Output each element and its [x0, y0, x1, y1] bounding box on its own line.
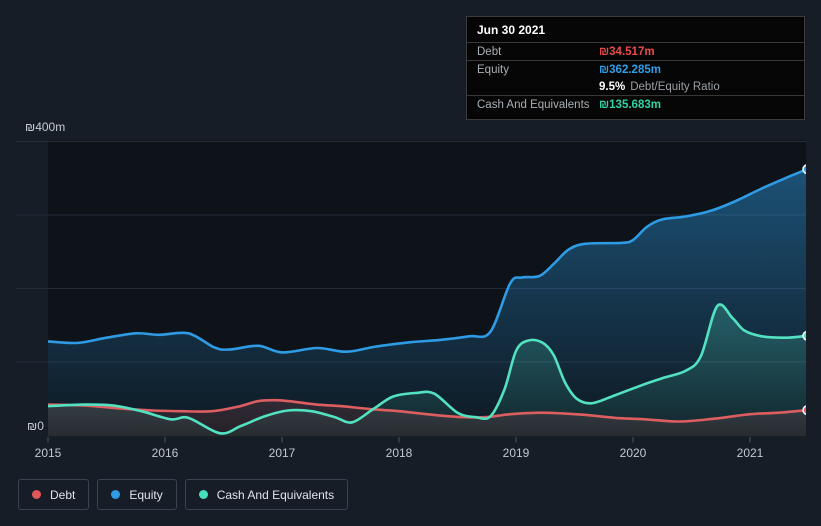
tooltip-ratio-value: 9.5%: [599, 80, 626, 93]
x-axis-label-2019: 2019: [502, 446, 530, 460]
debt-legend-dot-icon: [32, 490, 41, 499]
tooltip-ratio-label: Debt/Equity Ratio: [630, 80, 720, 93]
tooltip-equity-value: ₪362.285m: [599, 63, 661, 76]
cash-and-equivalents-area: [48, 304, 806, 437]
legend-label: Equity: [129, 487, 163, 502]
debt-endpoint-dot[interactable]: [802, 405, 812, 416]
equity-endpoint-dot[interactable]: [802, 164, 812, 175]
tooltip-cash-label: Cash And Equivalents: [477, 98, 590, 111]
tooltip-row-cash: Cash And Equivalents ₪135.683m: [467, 96, 804, 113]
legend-item-cash-and-equivalents[interactable]: Cash And Equivalents: [184, 479, 349, 510]
tooltip-date: Jun 30 2021: [467, 17, 804, 43]
chart-canvas[interactable]: [0, 0, 821, 470]
cash-and-equivalents-line[interactable]: [48, 303, 807, 435]
tooltip-row-ratio: 9.5% Debt/Equity Ratio: [467, 78, 804, 96]
tooltip-row-equity: Equity ₪362.285m: [467, 61, 804, 78]
tooltip-ratio: 9.5% Debt/Equity Ratio: [599, 81, 720, 93]
y-axis-label-max: ₪400m: [25, 120, 66, 134]
x-axis-label-2015: 2015: [34, 446, 62, 460]
x-axis-label-2016: 2016: [151, 446, 179, 460]
tooltip-debt-value: ₪34.517m: [599, 45, 655, 58]
legend: Debt Equity Cash And Equivalents: [18, 479, 349, 510]
cash-and-equivalents-legend-dot-icon: [198, 490, 208, 499]
x-axis-label-2017: 2017: [268, 446, 296, 460]
tooltip: Jun 30 2021 Debt ₪34.517m Equity ₪362.28…: [466, 16, 805, 120]
legend-label: Cash And Equivalents: [216, 487, 335, 502]
x-axis-label-2020: 2020: [619, 446, 647, 460]
tooltip-debt-label: Debt: [477, 45, 502, 58]
debt-line[interactable]: [48, 398, 807, 423]
equity-legend-dot-icon: [111, 490, 121, 499]
y-axis-label-zero: ₪0: [27, 419, 44, 433]
legend-label: Debt: [50, 487, 76, 502]
tooltip-row-debt: Debt ₪34.517m: [467, 43, 804, 61]
legend-item-equity[interactable]: Equity: [97, 479, 177, 510]
equity-line[interactable]: [48, 168, 807, 354]
x-axis-label-2021: 2021: [736, 446, 764, 460]
tooltip-cash-value: ₪135.683m: [599, 98, 661, 111]
tooltip-equity-label: Equity: [477, 63, 509, 76]
cash-and-equivalents-endpoint-dot[interactable]: [802, 330, 812, 341]
x-axis-label-2018: 2018: [385, 446, 413, 460]
legend-item-debt[interactable]: Debt: [18, 479, 90, 510]
equity-area: [48, 169, 806, 437]
